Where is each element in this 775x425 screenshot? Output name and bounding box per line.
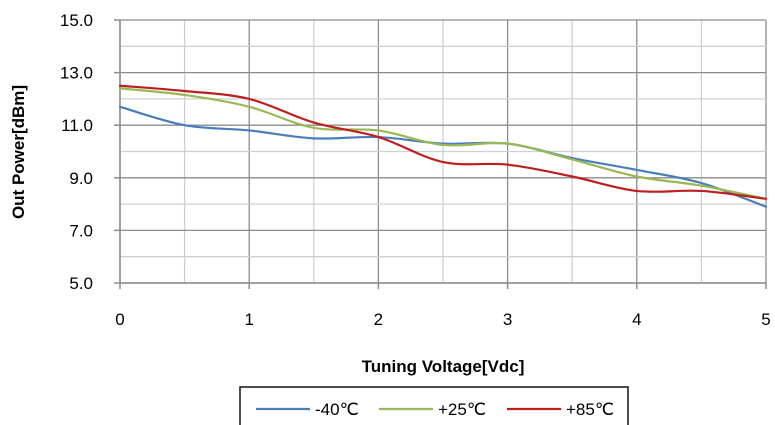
y-axis-title: Out Power[dBm] [9, 85, 28, 219]
y-tick-label: 15.0 [60, 11, 93, 30]
x-tick-label: 0 [115, 310, 124, 329]
x-tick-label: 3 [503, 310, 512, 329]
legend-box [239, 386, 629, 425]
series-line-1 [118, 105, 768, 208]
x-axis-ticks: 0 1 2 3 4 5 [115, 310, 770, 329]
y-tick-label: 7.0 [69, 221, 93, 240]
x-tick-label: 2 [374, 310, 383, 329]
series-line-2 [118, 87, 768, 200]
legend-label-3: +85℃ [566, 400, 614, 419]
y-tick-label: 11.0 [61, 116, 93, 135]
x-tick-label: 1 [244, 310, 253, 329]
x-tick-label: 5 [761, 310, 770, 329]
y-tick-label: 5.0 [69, 274, 93, 293]
series-line-3 [118, 84, 768, 200]
y-tick-label: 9.0 [69, 169, 93, 188]
x-axis-title: Tuning Voltage[Vdc] [362, 357, 525, 376]
legend-label-1: -40℃ [315, 400, 359, 419]
plot-area [114, 19, 767, 289]
y-tick-label: 13.0 [60, 64, 93, 83]
legend: -40℃ +25℃ +85℃ [239, 386, 629, 425]
grid [119, 19, 767, 284]
x-tick-label: 4 [632, 310, 641, 329]
legend-label-2: +25℃ [438, 400, 486, 419]
series-layer [118, 84, 768, 208]
y-axis-ticks: 5.0 7.0 9.0 11.0 13.0 15.0 [60, 11, 93, 293]
